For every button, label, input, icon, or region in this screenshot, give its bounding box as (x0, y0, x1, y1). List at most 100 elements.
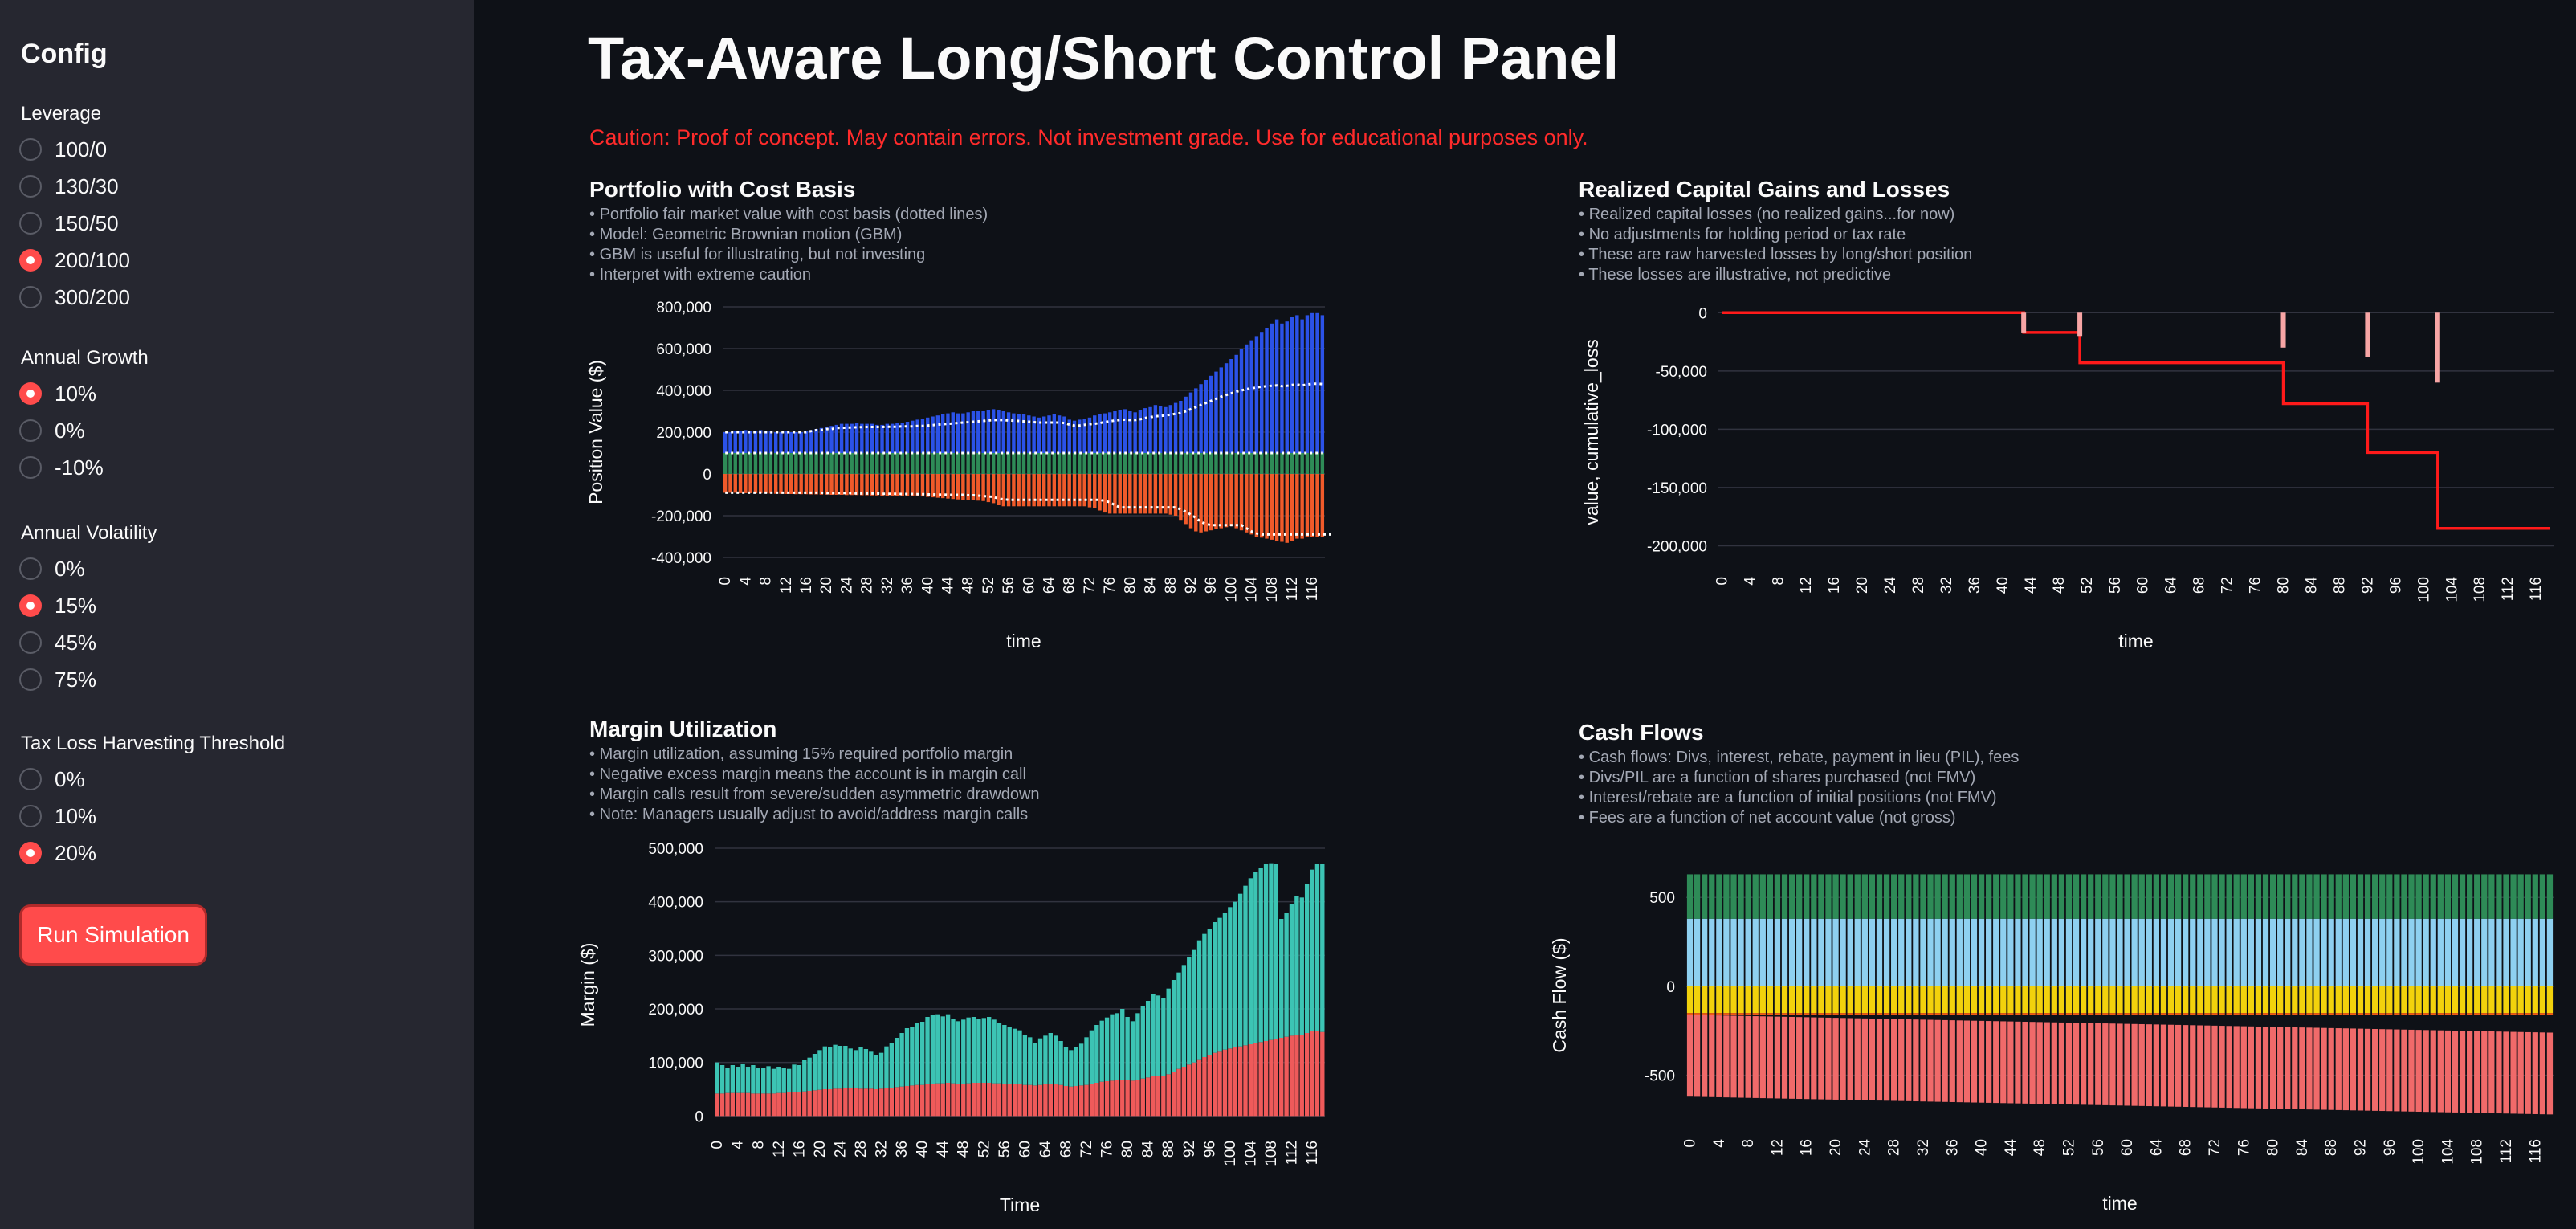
sidebar: Config Leverage 100/0 130/30 150/50 200/100 3… (0, 0, 474, 1229)
bar-blue (819, 427, 824, 453)
bar-blue (940, 414, 945, 453)
bar-fees (1694, 1013, 1701, 1015)
bar-rebate (2430, 986, 2436, 1014)
bar-green (1006, 453, 1011, 474)
bar-rebate (1993, 986, 1999, 1014)
bar-green (824, 453, 829, 474)
bar-blue (1245, 344, 1249, 453)
bar-pil (2401, 1029, 2407, 1112)
radio-option[interactable]: 200/100 (19, 244, 130, 276)
bar-dividends (1788, 918, 1795, 986)
bar-green (1057, 453, 1062, 474)
bar-interest (2350, 874, 2357, 919)
bar-pil (2190, 1025, 2196, 1108)
bar-interest (1854, 874, 1861, 919)
bar-dividends (1934, 918, 1941, 986)
radio-option[interactable]: 0% (19, 763, 85, 795)
bar-excess-margin (940, 1016, 945, 1084)
bar-dividends (1854, 918, 1861, 986)
radio-circle-icon[interactable] (19, 805, 42, 827)
bar-interest (1840, 874, 1846, 919)
bar-dividends (2546, 918, 2554, 986)
radio-option[interactable]: 100/0 (19, 133, 107, 165)
bar-blue (1265, 328, 1269, 453)
bar-blue (1067, 419, 1071, 453)
x-tick-label: 56 (997, 1141, 1013, 1158)
bar-orange (1229, 474, 1233, 526)
bar-blue (1320, 315, 1325, 453)
run-simulation-button[interactable]: Run Simulation (19, 904, 207, 966)
bar-green (860, 453, 864, 474)
bar-blue (956, 413, 960, 453)
bar-green (1260, 453, 1264, 474)
bar-fees (2015, 1013, 2021, 1015)
bar-green (1184, 453, 1188, 474)
radio-circle-icon[interactable] (19, 668, 42, 691)
bar-dividends (1832, 918, 1839, 986)
radio-circle-icon[interactable] (19, 249, 42, 272)
bar-required-margin (1279, 1038, 1284, 1117)
radio-circle-icon[interactable] (19, 212, 42, 235)
radio-option[interactable]: 20% (19, 837, 96, 869)
bar-dividends (2153, 918, 2160, 986)
bar-excess-margin (812, 1054, 817, 1091)
bar-blue (1082, 419, 1086, 453)
bar-rebate (2292, 986, 2298, 1014)
radio-circle-icon[interactable] (19, 557, 42, 580)
radio-option[interactable]: 130/30 (19, 170, 119, 202)
bar-interest (1971, 874, 1978, 919)
radio-circle-icon[interactable] (19, 768, 42, 790)
x-tick-label: 72 (2207, 1139, 2223, 1156)
bar-blue (723, 432, 728, 453)
bar-required-margin (884, 1088, 889, 1117)
x-tick-label: 76 (2248, 577, 2264, 594)
bar-fees (2379, 1013, 2386, 1015)
radio-circle-icon[interactable] (19, 456, 42, 479)
bar-required-margin (792, 1092, 797, 1117)
bar-fees (2190, 1013, 2196, 1015)
radio-option[interactable]: 15% (19, 590, 96, 622)
radio-option[interactable]: 45% (19, 627, 96, 659)
bar-interest (2015, 874, 2021, 919)
bar-excess-margin (1181, 965, 1187, 1067)
radio-circle-icon[interactable] (19, 138, 42, 161)
x-axis-label: time (2118, 631, 2153, 651)
bar-interest (2080, 874, 2087, 919)
bar-green (1219, 453, 1224, 474)
radio-circle-icon[interactable] (19, 842, 42, 864)
bar-required-margin (992, 1083, 997, 1117)
bar-green (1214, 453, 1218, 474)
bar-interest (2167, 874, 2175, 919)
radio-circle-icon[interactable] (19, 382, 42, 405)
bar-required-margin (874, 1089, 878, 1117)
bar-dividends (2029, 918, 2036, 986)
bar-pil (2503, 1031, 2509, 1114)
radio-circle-icon[interactable] (19, 419, 42, 442)
radio-circle-icon[interactable] (19, 594, 42, 617)
bar-interest (2496, 874, 2502, 919)
bar-green (1107, 453, 1112, 474)
radio-option[interactable]: -10% (19, 451, 104, 484)
radio-option[interactable]: 75% (19, 663, 96, 696)
radio-circle-icon[interactable] (19, 175, 42, 198)
bar-green (895, 453, 899, 474)
bar-blue (845, 423, 849, 453)
bar-required-margin (1314, 1031, 1320, 1117)
radio-option[interactable]: 10% (19, 800, 96, 832)
radio-circle-icon[interactable] (19, 631, 42, 654)
radio-option[interactable]: 0% (19, 553, 85, 585)
radio-option[interactable]: 10% (19, 378, 96, 410)
radio-option[interactable]: 0% (19, 414, 85, 447)
x-tick-label: 96 (1203, 577, 1220, 594)
bar-dividends (1861, 918, 1868, 986)
bar-required-margin (915, 1084, 919, 1117)
radio-option[interactable]: 300/200 (19, 281, 130, 313)
radio-circle-icon[interactable] (19, 286, 42, 308)
bar-orange (920, 474, 925, 497)
radio-option[interactable]: 150/50 (19, 207, 119, 239)
bar-pil (2357, 1028, 2364, 1111)
bar-pil (1854, 1018, 1861, 1100)
bar-rebate (1702, 986, 1708, 1014)
bar-dividends (2321, 918, 2327, 986)
bar-green (991, 453, 996, 474)
